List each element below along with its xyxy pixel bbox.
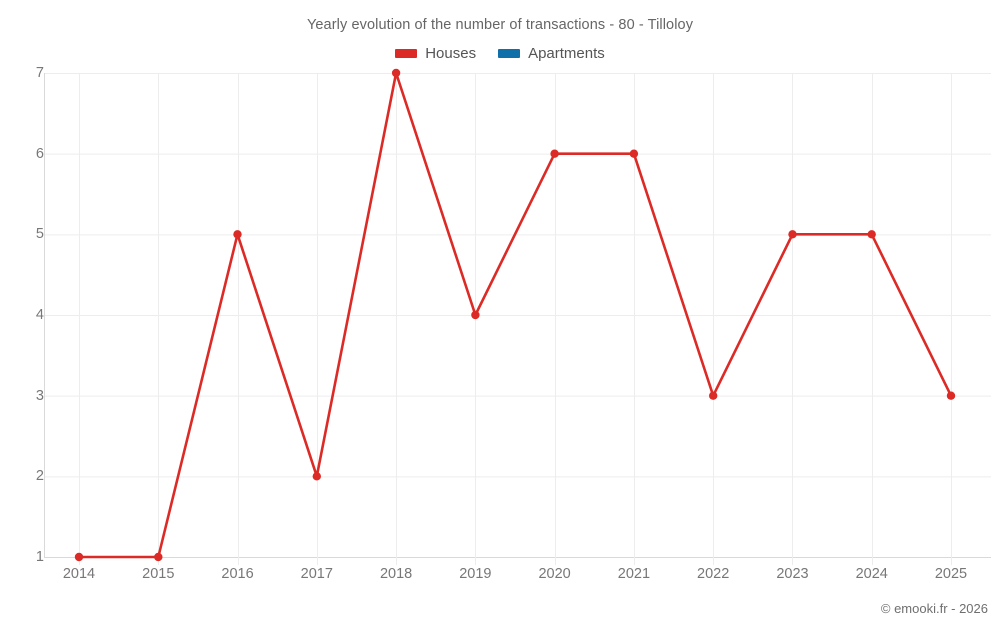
legend-item-apartments[interactable]: Apartments: [498, 45, 605, 62]
data-point-houses[interactable]: [867, 230, 876, 239]
data-point-houses[interactable]: [391, 68, 401, 78]
series-line-houses: [77, 71, 953, 559]
legend-item-houses[interactable]: Houses: [395, 45, 476, 62]
data-point-houses[interactable]: [788, 230, 797, 239]
x-axis-tick-label: 2025: [934, 566, 968, 582]
legend-label-houses: Houses: [425, 45, 477, 62]
data-point-houses[interactable]: [629, 149, 639, 158]
legend-swatch-apartments: [498, 49, 521, 58]
y-axis-tick-label: 5: [35, 226, 44, 243]
x-axis-tick-label: 2015: [142, 566, 175, 582]
data-point-houses[interactable]: [946, 391, 956, 400]
x-axis-tick-label: 2018: [379, 566, 413, 582]
x-axis-tick-label: 2023: [776, 566, 809, 582]
data-point-houses[interactable]: [550, 149, 559, 158]
x-axis-tick-label: 2017: [300, 566, 333, 582]
x-axis-tick-label: 2024: [855, 566, 888, 582]
y-axis-tick-label: 4: [35, 307, 44, 323]
chart-legend: Houses Apartments: [0, 45, 1000, 62]
data-point-houses[interactable]: [312, 472, 321, 481]
copyright-credit: © emooki.fr - 2026: [880, 601, 988, 616]
legend-label-apartments: Apartments: [528, 45, 605, 62]
x-axis-tick-label: 2016: [221, 566, 254, 582]
x-axis-tick-label: 2014: [62, 566, 96, 582]
y-axis-tick-label: 1: [35, 549, 44, 565]
data-point-houses[interactable]: [471, 310, 480, 320]
y-axis-tick-label: 3: [35, 387, 44, 404]
y-axis-tick-label: 7: [35, 65, 44, 81]
y-axis-tick-label: 2: [35, 468, 44, 485]
data-point-houses[interactable]: [709, 391, 718, 400]
x-axis-tick-label: 2019: [459, 566, 492, 582]
legend-swatch-houses: [395, 49, 418, 58]
chart-title: Yearly evolution of the number of transa…: [306, 17, 694, 33]
data-point-houses[interactable]: [154, 552, 163, 562]
y-axis-tick-label: 6: [35, 145, 44, 162]
x-axis-tick-label: 2020: [538, 566, 571, 582]
data-point-houses[interactable]: [74, 552, 84, 562]
x-axis-tick-label: 2021: [617, 566, 651, 582]
data-point-houses[interactable]: [233, 230, 242, 239]
x-axis-tick-label: 2022: [697, 566, 730, 582]
